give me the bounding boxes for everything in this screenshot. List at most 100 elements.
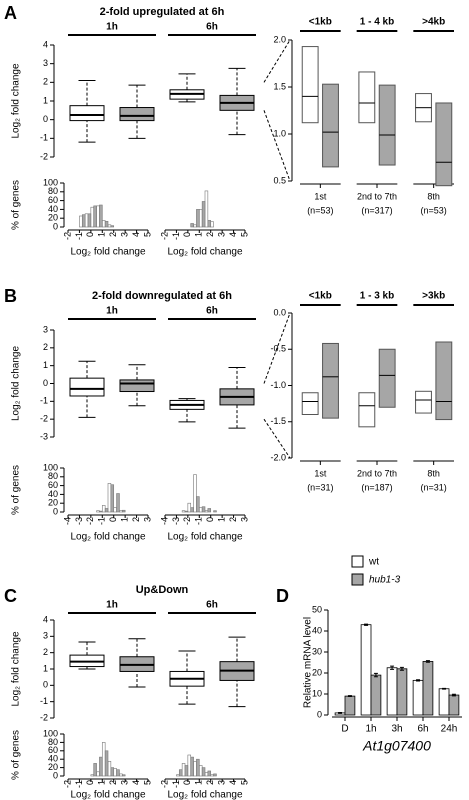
y-tick-label: 0 [43,378,48,388]
y-tick-label: 20 [48,498,58,508]
y-tick-label: 40 [48,204,58,214]
x-tick-label: -1 [74,232,84,240]
hist-bar [99,510,103,513]
y-tick-label: 50 [312,604,322,614]
x-tick-label: -2 [159,780,169,788]
bar [438,688,450,716]
x-tick-label: 5 [239,780,249,785]
error-bar [399,666,404,671]
x-tick-label: 5 [239,232,249,237]
x-tick-label: 2 [205,780,215,785]
group-header: 1h [106,600,118,611]
group-header: >4kb [422,17,445,28]
y-axis-label: % of genes [11,465,22,515]
x-tick-label: -3 [74,517,84,525]
hist-bar [119,773,123,777]
hist-bar [116,769,120,777]
hist-bar [196,758,200,777]
hist-bar [190,756,194,777]
y-tick-label: 80 [48,737,58,747]
bar [412,679,424,716]
hist-bar [187,502,192,513]
hist-bar [107,224,112,228]
hist-bar [176,774,180,777]
x-tick-label: 4 [228,232,238,237]
hist-bar [193,224,197,228]
range-bar [358,71,376,124]
x-tick-label: -2 [182,517,192,525]
hist-bar [181,510,186,513]
hist-bar [96,205,100,228]
x-tick-label: 2nd to 7th [357,191,397,201]
hist-bar [113,768,117,777]
bar [386,667,398,716]
x-tick-label: 2 [228,517,238,522]
hist-bar [104,220,109,228]
hist-bar [196,209,200,228]
y-tick-label: 3 [43,58,48,68]
x-tick-label: 0 [85,232,95,237]
hist-bar [213,773,217,777]
y-tick-label: 20 [312,667,322,677]
y-tick-label: 2 [43,77,48,87]
hist-bar [178,769,183,777]
box [69,377,105,397]
hist-bar [93,763,97,777]
hist-bar [204,190,209,228]
legend-swatch [351,573,364,586]
error-bar [373,672,378,678]
range-bar [301,46,319,124]
hist-bar [96,771,100,777]
x-tick-label: D [341,724,348,735]
x-tick-label: 1h [365,724,376,735]
panel-letter: A [4,3,17,23]
x-tick-label: 3 [239,517,249,522]
hist-bar [184,765,189,777]
y-axis-label: % of genes [11,730,22,780]
hist-bar [190,223,194,228]
group-header: >3kb [422,291,445,302]
hist-bar [101,505,106,513]
range-bar [322,342,339,419]
y-tick-label: 0 [53,770,58,780]
error-bar [451,693,456,697]
group-header: 6h [206,306,218,317]
hist-bar [110,225,115,228]
bar [344,695,356,716]
y-tick-label: -2 [40,414,48,424]
y-tick-label: -1 [40,396,48,406]
y-axis-label: % of genes [11,180,22,230]
y-tick-label: 100 [43,177,58,187]
x-tick-label: 4 [131,232,141,237]
hist-bar [119,510,123,513]
y-tick-label: 0.5 [273,175,286,185]
y-tick-label: 1.5 [273,81,286,91]
panel-letter: C [4,586,17,606]
y-tick-label: 40 [48,489,58,499]
x-tick-label: 3h [391,724,402,735]
y-tick-label: -2 [40,151,48,161]
hist-bar [201,201,206,228]
hist-bar [210,221,214,228]
hist-bar [93,205,97,228]
y-tick-label: 1 [43,663,48,673]
error-bar [390,665,395,670]
x-tick-label: -2 [85,517,95,525]
y-tick-label: 1 [43,360,48,370]
y-tick-label: 0 [43,114,48,124]
range-bar [322,83,339,168]
hist-bar [104,750,109,777]
x-tick-label: -3 [171,517,181,525]
x-tick-label: -4 [62,517,72,525]
x-axis-title: At1g07400 [362,738,431,754]
x-tick-label: -2 [159,232,169,240]
box [119,107,155,122]
y-tick-label: 100 [43,728,58,738]
chart-title: 2-fold downregulated at 6h [92,290,232,302]
bar [360,624,372,716]
hist-bar [110,767,115,777]
x-tick-label: 1 [194,232,204,237]
y-tick-label: 30 [312,646,322,656]
y-tick-label: -1 [40,133,48,143]
